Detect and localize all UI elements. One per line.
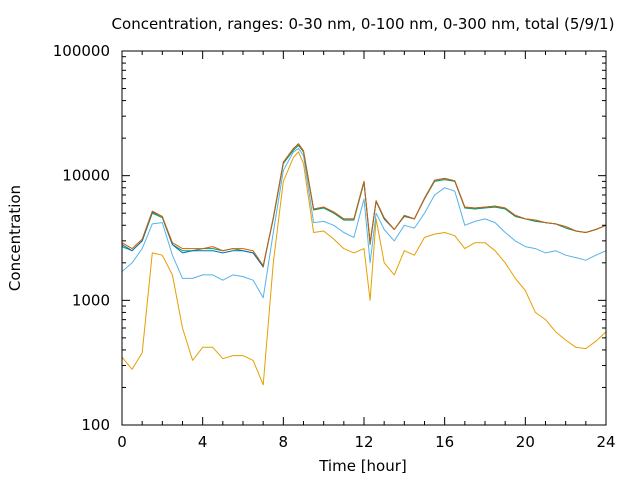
x-tick-label: 4: [198, 433, 208, 451]
x-tick-label: 24: [596, 433, 615, 451]
x-tick-label: 20: [516, 433, 535, 451]
plot-frame: [121, 50, 607, 426]
y-tick-label: 100: [81, 416, 110, 434]
x-tick-label: 12: [354, 433, 373, 451]
x-tick-label: 16: [435, 433, 454, 451]
y-tick-label: 1000: [72, 291, 110, 309]
series-line-5: [121, 143, 607, 267]
y-tick-label: 10000: [62, 167, 110, 185]
x-tick-label: 0: [117, 433, 127, 451]
y-tick-label: 100000: [53, 42, 110, 60]
series-line-2: [121, 148, 607, 299]
series-layer: [121, 143, 607, 386]
y-axis-label: Concentration: [6, 185, 24, 291]
x-tick-label: 8: [279, 433, 289, 451]
series-line-3: [121, 144, 607, 267]
axes-layer: 0 4 8 12 16 20 24 100 1000 10000 100000: [53, 42, 616, 451]
x-axis-label: Time [hour]: [318, 457, 407, 475]
series-line-1: [121, 151, 607, 386]
chart-title: Concentration, ranges: 0-30 nm, 0-100 nm…: [112, 15, 615, 33]
